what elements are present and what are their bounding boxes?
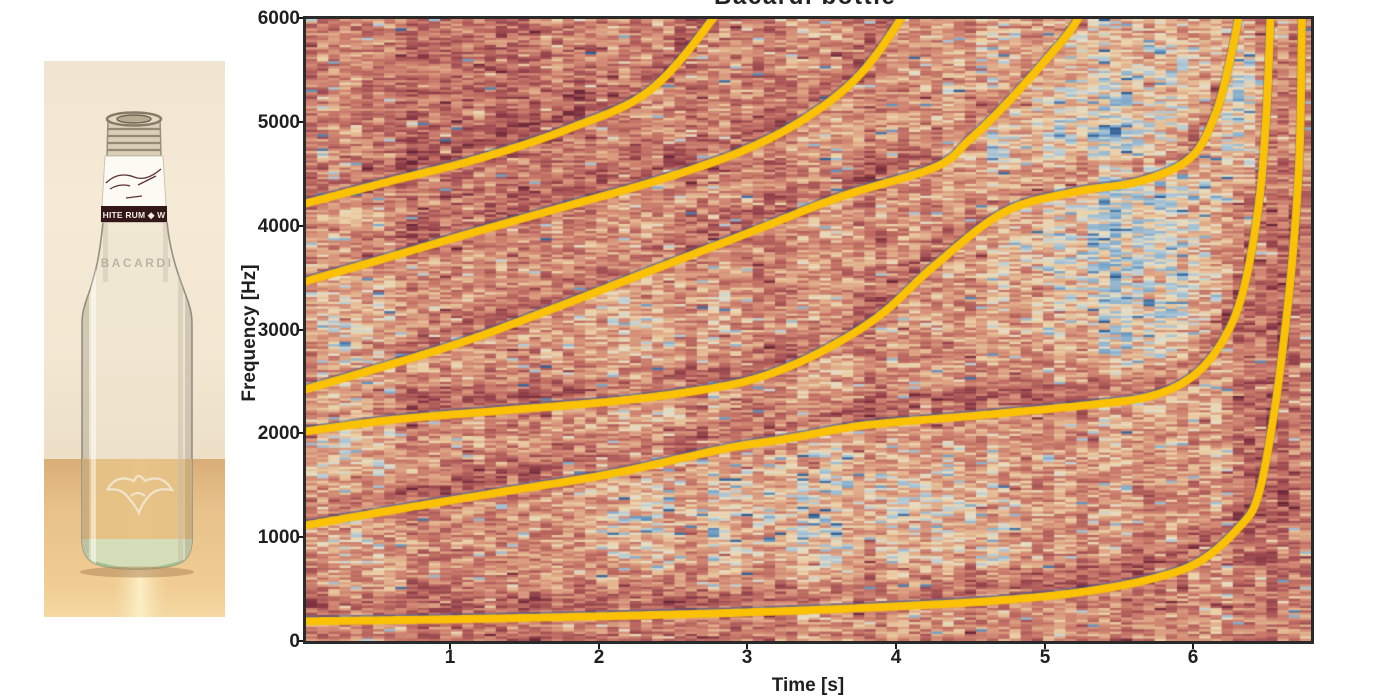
svg-text:HITE RUM ◆ W: HITE RUM ◆ W [103,210,167,220]
svg-text:BACARDI: BACARDI [101,256,174,270]
